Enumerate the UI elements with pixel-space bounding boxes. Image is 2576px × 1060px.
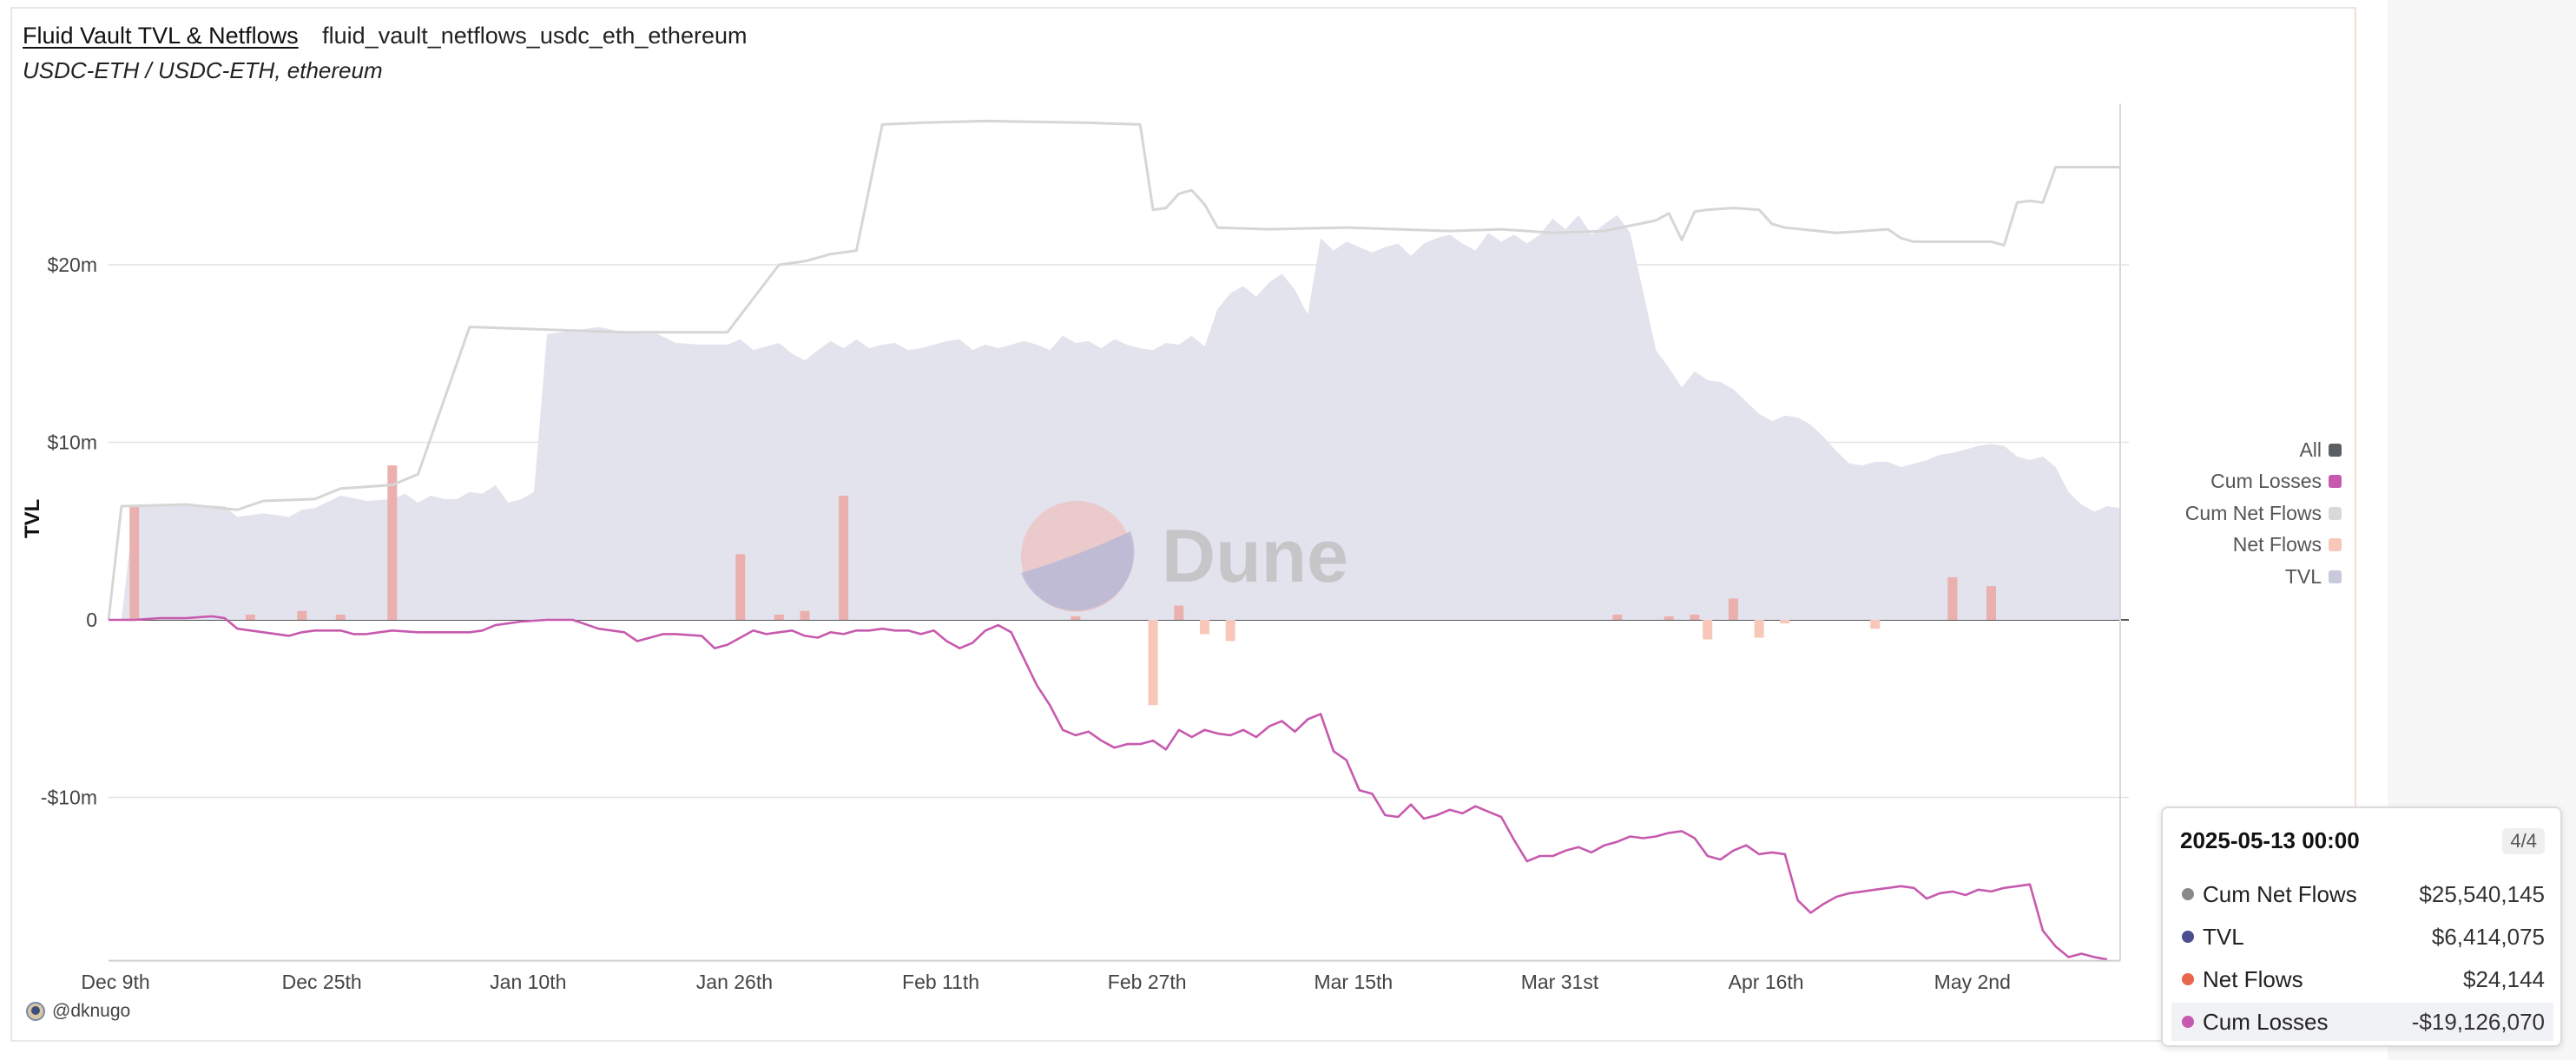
net-flow-bar [1870, 620, 1881, 629]
net-flow-bar [297, 610, 307, 620]
dune-watermark-text: Dune [1162, 515, 1348, 598]
header: Fluid Vault TVL & Netflows fluid_vault_n… [23, 23, 747, 49]
net-flow-bar [839, 495, 849, 620]
x-tick-label: Dec 25th [282, 971, 362, 993]
chart-card [10, 7, 2356, 1042]
tooltip-row-label: TVL [2203, 923, 2244, 950]
chart-title-link[interactable]: Fluid Vault TVL & Netflows [23, 23, 299, 49]
tooltip-row: Net Flows $24,144 [2171, 960, 2553, 998]
tooltip-row-label: Cum Net Flows [2203, 880, 2357, 907]
cum-net-flows-line [107, 119, 2120, 621]
net-flow-bar [1703, 620, 1713, 640]
tooltip-row-label: Net Flows [2203, 965, 2303, 992]
x-tick-label: Mar 15th [1314, 971, 1393, 993]
series-dot-icon [2182, 973, 2194, 985]
x-tick-label: Jan 26th [696, 971, 773, 993]
x-tick-label: Mar 31st [1521, 971, 1599, 993]
net-flow-bar [1225, 620, 1235, 642]
tooltip-row-label-group: Cum Losses [2182, 1009, 2329, 1036]
legend-label: All [2299, 438, 2322, 461]
legend-label: Net Flows [2232, 533, 2322, 556]
x-tick-label: Feb 11th [902, 971, 979, 993]
dune-logo-lower-icon [1021, 531, 1135, 611]
author-handle: @dknugo [52, 1001, 131, 1021]
tooltip-row-label-group: Cum Net Flows [2182, 881, 2357, 908]
series-dot-icon [2182, 888, 2194, 900]
y-tick-label: -$10m [41, 787, 97, 809]
series-lines [107, 119, 2120, 961]
net-flow-bar [1612, 614, 1623, 620]
tvl-area-path [109, 214, 2120, 620]
series-dot-icon [2182, 1016, 2194, 1028]
tooltip-header: 2025-05-13 00:00 4/4 [2180, 827, 2545, 854]
legend-item[interactable]: All [2185, 434, 2342, 466]
x-tick-label: May 2nd [1934, 971, 2011, 993]
legend-label: Cum Net Flows [2184, 501, 2322, 524]
legend-swatch [2329, 443, 2342, 457]
tooltip-row-value: -$19,126,070 [2411, 1008, 2545, 1035]
legend-item[interactable]: Cum Losses [2185, 466, 2342, 498]
net-flow-bar [245, 614, 255, 620]
net-flow-bar [774, 614, 784, 620]
chart-subtitle: USDC-ETH / USDC-ETH, ethereum [23, 57, 383, 83]
net-flow-bar [387, 465, 398, 620]
net-flow-bar [1780, 620, 1790, 624]
legend-item[interactable]: Cum Net Flows [2185, 497, 2342, 530]
query-name: fluid_vault_netflows_usdc_eth_ethereum [322, 23, 748, 49]
net-flow-bar [1947, 576, 1958, 620]
y-tick-label: $20m [47, 253, 97, 276]
tooltip-row-value: $25,540,145 [2419, 880, 2545, 907]
tvl-area [109, 214, 2120, 620]
legend: All Cum Losses Cum Net Flows Net Flows TVL [2185, 434, 2342, 593]
net-flow-bar [735, 554, 746, 620]
tooltip-row-value: $24,144 [2463, 965, 2545, 992]
net-flow-bar [129, 506, 140, 620]
legend-swatch [2329, 538, 2342, 552]
legend-swatch [2329, 506, 2342, 520]
tooltip-row-value: $6,414,075 [2431, 923, 2545, 950]
tooltip-date: 2025-05-13 00:00 [2180, 827, 2360, 853]
net-flows-bars [129, 465, 1996, 706]
series-dot-icon [2182, 931, 2194, 943]
tooltip-row: TVL $6,414,075 [2171, 918, 2553, 956]
avatar-icon [26, 1002, 45, 1021]
legend-item[interactable]: TVL [2185, 561, 2342, 593]
net-flow-bar [1728, 598, 1738, 620]
axes: -$10m 0 $10m $20m Dec 9th Dec 25th Jan 10th Jan… [41, 103, 2121, 993]
net-flow-bar [1986, 586, 1996, 620]
tooltip-row: Cum Losses -$19,126,070 [2171, 1003, 2553, 1041]
y-tick-label: 0 [86, 609, 97, 631]
legend-swatch [2329, 475, 2342, 489]
tooltip-row: Cum Net Flows $25,540,145 [2171, 875, 2553, 913]
tooltip-row-label-group: TVL [2182, 924, 2244, 951]
dune-watermark: Dune [1021, 501, 1348, 612]
cum-losses-line [109, 615, 2108, 961]
net-flow-bar [800, 610, 810, 620]
net-flow-bar [1664, 616, 1674, 620]
net-flow-bar [1174, 605, 1184, 620]
x-tick-label: Apr 16th [1729, 971, 1804, 993]
legend-label: TVL [2284, 564, 2322, 588]
x-tick-label: Jan 10th [490, 971, 566, 993]
net-flow-bar [1148, 620, 1158, 706]
y-tick-label: $10m [47, 431, 97, 454]
tooltip-page[interactable]: 4/4 [2502, 827, 2545, 854]
author[interactable]: @dknugo [26, 1001, 130, 1022]
net-flow-bar [1754, 620, 1764, 638]
tooltip: 2025-05-13 00:00 4/4 Cum Net Flows $25,54… [2161, 807, 2562, 1047]
legend-item[interactable]: Net Flows [2185, 530, 2342, 562]
net-flow-bar [1690, 614, 1700, 620]
net-flow-bar [1071, 616, 1081, 620]
tooltip-row-label-group: Net Flows [2182, 966, 2303, 993]
x-tick-label: Feb 27th [1108, 971, 1187, 993]
net-flow-bar [1200, 620, 1209, 635]
x-tick-label: Dec 9th [81, 971, 149, 993]
net-flow-bar [335, 614, 346, 620]
tooltip-row-label: Cum Losses [2203, 1008, 2329, 1035]
legend-label: Cum Losses [2210, 470, 2322, 493]
legend-swatch [2329, 570, 2342, 583]
